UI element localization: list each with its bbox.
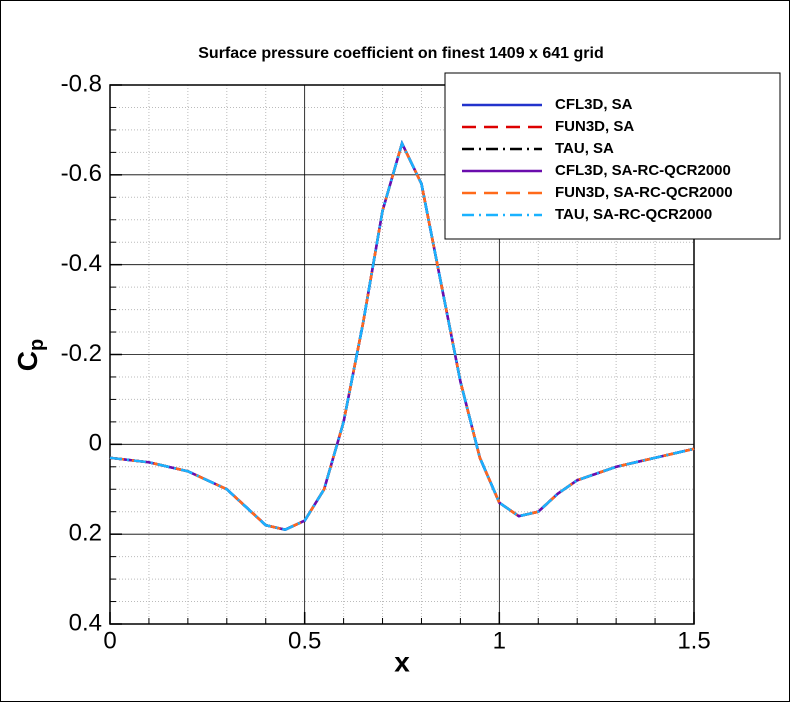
legend: CFL3D, SA FUN3D, SA TAU, SA CFL3D, SA-RC-QC… <box>444 72 781 240</box>
legend-label: TAU, SA <box>555 140 614 157</box>
chart-title: Surface pressure coefficient on finest 1… <box>198 45 604 62</box>
x-tick-label: 1.5 <box>677 627 710 654</box>
y-label-sub: p <box>26 339 48 351</box>
legend-label: FUN3D, SA-RC-QCR2000 <box>555 184 733 201</box>
y-tick-label: -0.8 <box>61 70 102 97</box>
legend-label: TAU, SA-RC-QCR2000 <box>555 206 712 223</box>
y-axis-label: Cp <box>12 339 48 371</box>
y-tick-label: 0 <box>89 430 102 457</box>
x-axis-label: x <box>394 646 410 677</box>
x-tick-label: 1 <box>493 627 506 654</box>
legend-label: FUN3D, SA <box>555 118 634 135</box>
y-label-main: C <box>12 351 43 371</box>
series-line <box>109 139 695 531</box>
y-tick-label: 0.4 <box>69 609 102 636</box>
y-tick-label: 0.2 <box>69 520 102 547</box>
y-tick-label: -0.2 <box>61 340 102 367</box>
legend-box <box>444 72 781 240</box>
y-tick-label: -0.6 <box>61 160 102 187</box>
legend-label: CFL3D, SA-RC-QCR2000 <box>555 162 731 179</box>
svg-text:Cp: Cp <box>12 339 48 371</box>
x-tick-label: 0.5 <box>288 627 321 654</box>
y-tick-label: -0.4 <box>61 250 102 277</box>
x-tick-label: 0 <box>103 627 116 654</box>
legend-label: CFL3D, SA <box>555 96 633 113</box>
plot-border <box>109 84 695 625</box>
